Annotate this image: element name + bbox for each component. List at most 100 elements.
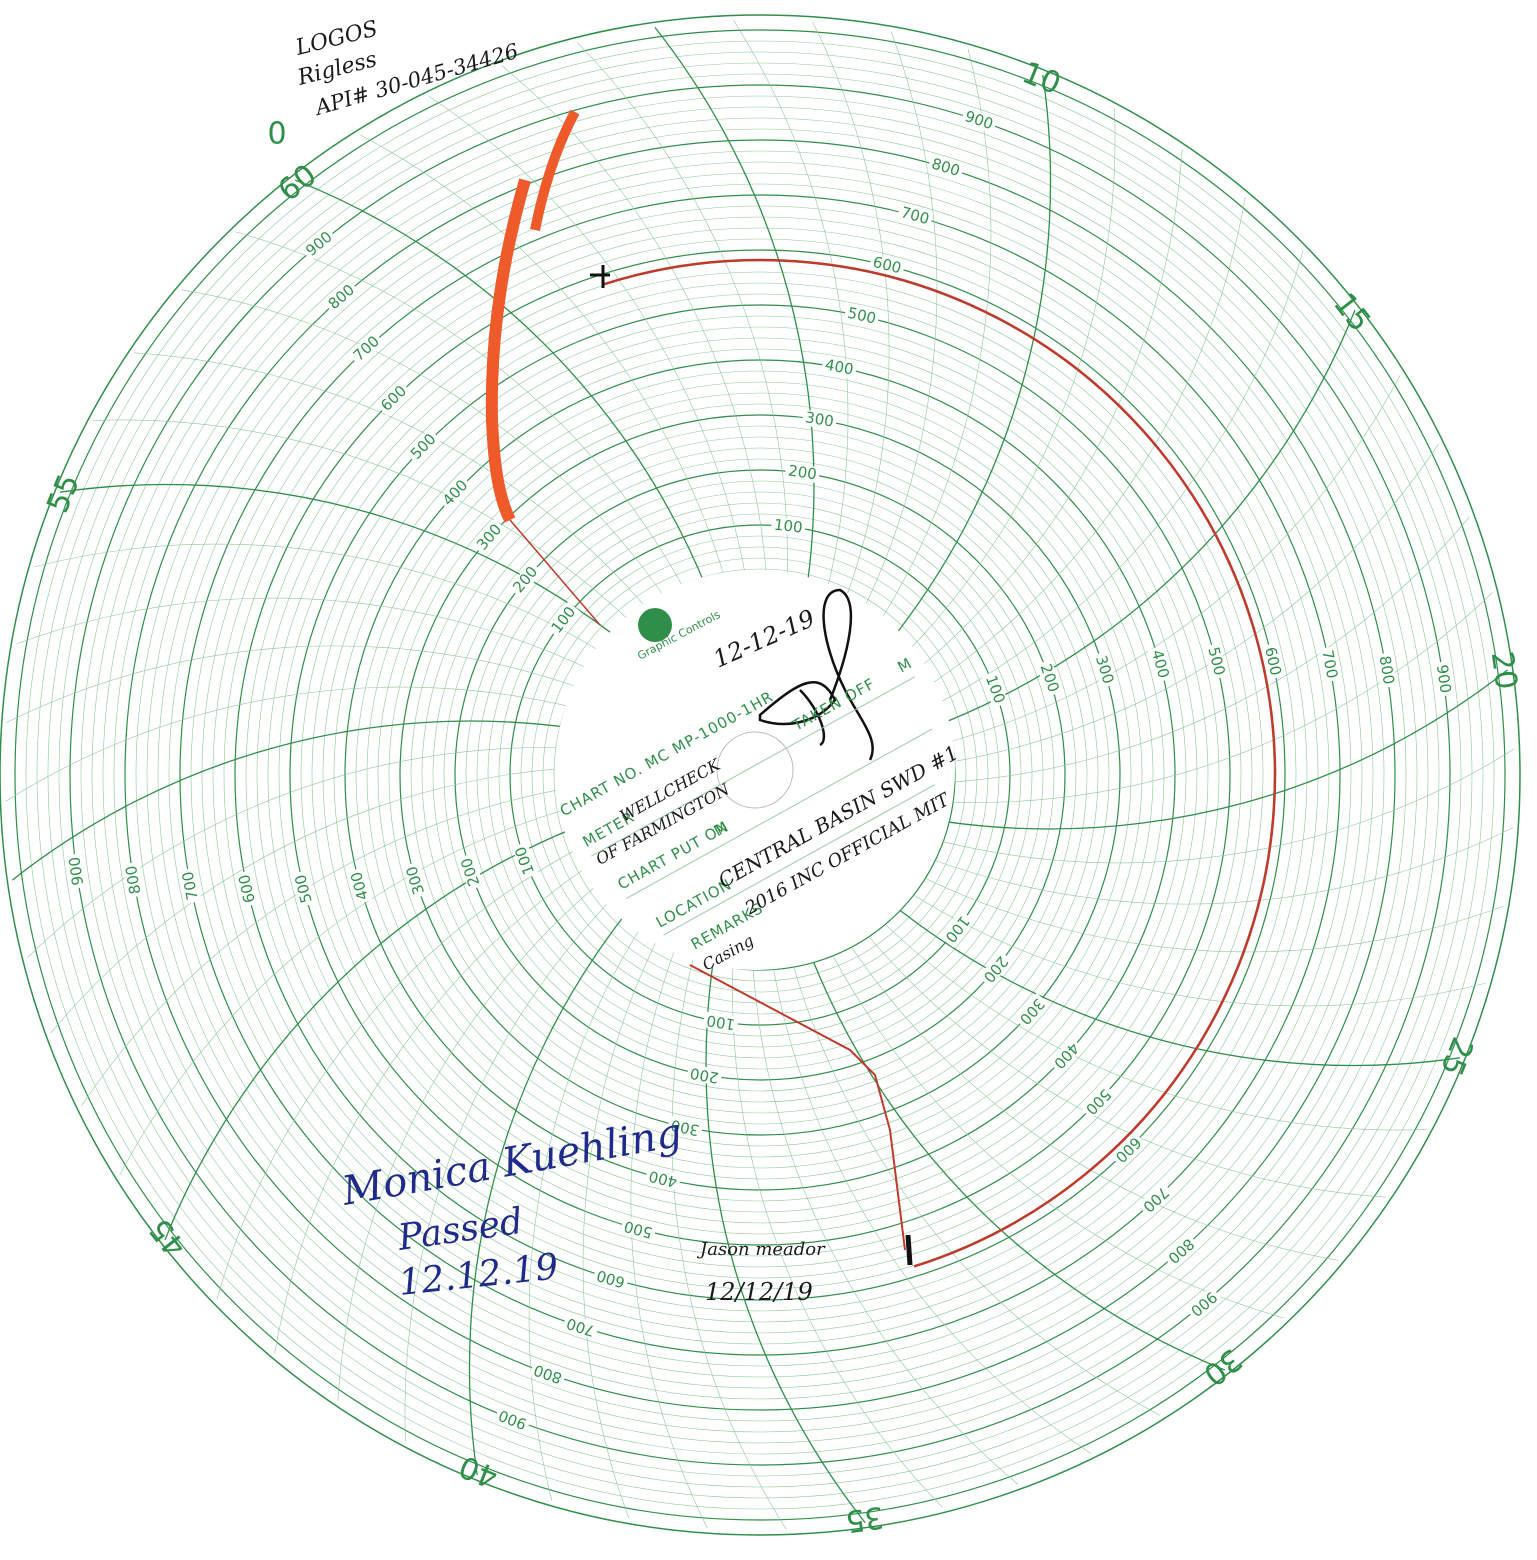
pen-smear [530, 109, 580, 231]
pressure-circle [476, 491, 1044, 1059]
pressure-circle [432, 447, 1088, 1103]
pen-line [509, 519, 601, 626]
label-bg [292, 870, 316, 908]
time-line [813, 962, 1226, 1371]
pressure-circle [168, 183, 1352, 1367]
pressure-circle [14, 29, 1506, 1521]
time-line [577, 42, 788, 582]
rule [591, 676, 916, 857]
time-line [6, 645, 585, 723]
pressure-circle [256, 271, 1264, 1279]
pressure-label: 700 [564, 1314, 597, 1340]
pressure-circle [487, 502, 1033, 1048]
pressure-label: 400 [647, 1167, 679, 1191]
time-line [705, 964, 866, 1524]
pen-trace [485, 109, 1277, 1268]
label-bg [978, 950, 1013, 988]
time-line [50, 767, 566, 1034]
time-line [654, 26, 815, 586]
time-line [59, 483, 621, 641]
time-line [274, 866, 588, 1354]
pressure-circle [58, 73, 1462, 1477]
time-line [913, 894, 1486, 1007]
start-label: 0 [267, 117, 286, 152]
pressure-circle [377, 392, 1143, 1158]
pressure-label: 200 [457, 856, 483, 889]
label-bg [529, 1360, 567, 1387]
time-line [501, 65, 768, 581]
time-line [925, 878, 1504, 953]
label-bg [686, 1063, 723, 1086]
pressure-label: 600 [1261, 645, 1285, 677]
pressure-circle [124, 139, 1396, 1411]
pressure-label: 900 [1433, 663, 1455, 694]
label-bg [179, 867, 202, 904]
time-line [885, 924, 1427, 1131]
pressure-circle [454, 469, 1066, 1081]
pressure-circle [553, 568, 967, 982]
pressure-label: 700 [179, 870, 202, 902]
pressure-label: 100 [982, 673, 1009, 706]
label-bg [868, 253, 906, 278]
time-line [943, 748, 1515, 864]
label-bg [644, 1166, 682, 1191]
pressure-circle [201, 216, 1319, 1334]
pressure-label: 800 [1376, 655, 1398, 686]
pressure-label: 500 [846, 304, 878, 328]
label-bg [784, 462, 821, 484]
time-line [671, 958, 787, 1530]
pressure-circle [212, 227, 1308, 1323]
pressure-label: 200 [1037, 662, 1063, 695]
time-line [812, 21, 890, 600]
pressure-label: 400 [824, 356, 856, 379]
pressure-circle [91, 106, 1429, 1444]
time-line [164, 828, 573, 1241]
pressure-circle [311, 326, 1209, 1224]
pressure-circle [223, 238, 1297, 1312]
pressure-circle [80, 95, 1440, 1455]
time-line [851, 947, 1339, 1261]
pressure-label: 300 [402, 864, 428, 897]
time-line [935, 827, 1514, 905]
time-line [921, 149, 1183, 667]
time-line [528, 928, 641, 1501]
pressure-label: 200 [787, 462, 818, 484]
pressure-label: 300 [669, 1116, 701, 1140]
minute-label: 45 [143, 1212, 194, 1264]
time-line [134, 352, 652, 614]
minute-label: 35 [843, 1499, 886, 1539]
pressure-circle [509, 524, 1011, 1026]
time-line [899, 909, 1461, 1067]
label-bg [406, 428, 442, 465]
signature [758, 588, 874, 761]
time-line [953, 592, 1493, 803]
pressure-label: 700 [1318, 648, 1341, 680]
time-line [932, 196, 1246, 684]
pressure-circle [443, 458, 1077, 1092]
pressure-circle [465, 480, 1055, 1070]
time-line [954, 516, 1470, 783]
time-line [359, 134, 727, 584]
time-line [949, 669, 1509, 830]
time-line [428, 96, 747, 581]
label-bg [960, 107, 998, 134]
pressure-label: 100 [773, 516, 803, 537]
label-bg [348, 331, 385, 367]
witness-result: Passed [395, 1201, 526, 1259]
pressure-label: 800 [929, 154, 962, 180]
time-line [752, 969, 1019, 1485]
label-bg [472, 519, 507, 556]
minute-label: 30 [1197, 1341, 1249, 1392]
time-line [337, 883, 599, 1401]
pressure-circle [113, 128, 1407, 1422]
grid [0, 14, 1521, 1536]
time-line [909, 108, 1116, 650]
pressure-label: 900 [963, 107, 996, 133]
time-line [404, 900, 611, 1442]
time-line [34, 543, 607, 656]
label-bg [592, 1265, 630, 1291]
time-line [773, 969, 1092, 1454]
label-bg [981, 670, 1009, 709]
pressure-circle [421, 436, 1099, 1114]
time-line [468, 914, 626, 1476]
